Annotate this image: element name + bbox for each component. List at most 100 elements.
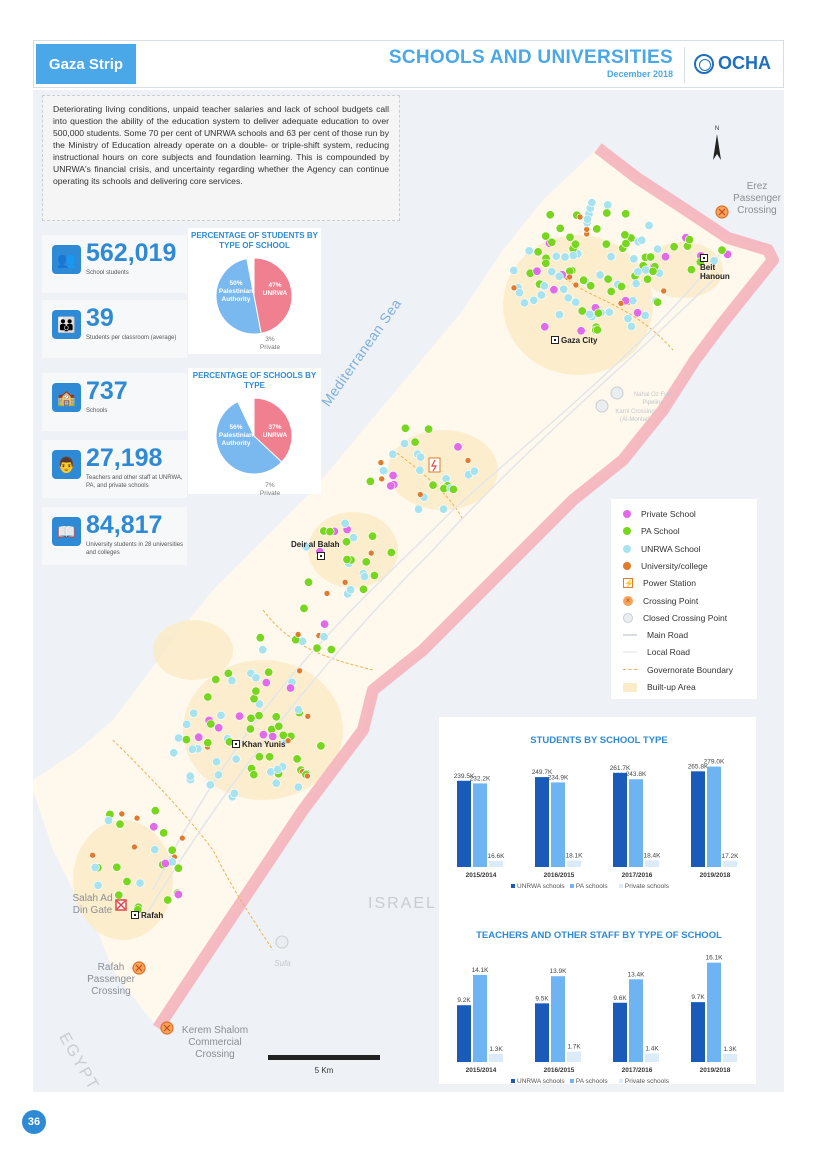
closed-crossing-icon — [623, 612, 633, 623]
legend-label: Governorate Boundary — [647, 664, 733, 675]
pie-label-private: 7% Private — [259, 482, 281, 497]
legend-item: Main Road — [623, 630, 688, 640]
pie-label-unrwa: 47% UNRWA — [262, 282, 288, 297]
category-label: 2016/2015 — [544, 872, 575, 879]
crossing-label-erez: Erez Passenger Crossing — [733, 181, 781, 216]
logo-divider — [684, 47, 685, 83]
legend-swatch — [618, 1079, 623, 1083]
scale-label: 5 Km — [314, 1066, 334, 1075]
chart-title: TEACHERS AND OTHER STAFF BY TYPE OF SCHO… — [476, 930, 722, 941]
bar-pa-schools — [629, 979, 643, 1062]
category-label: 2017/2016 — [622, 872, 653, 879]
legend-item: Closed Crossing Point — [623, 612, 727, 623]
bar-value-label: 249.7K — [532, 769, 553, 776]
bar-value-label: 261.7K — [610, 765, 631, 772]
category-label: 2015/2014 — [466, 872, 497, 879]
legend-dot-icon — [623, 510, 631, 518]
stat-card-teachers: 👨 27,198 Teachers and other staff at UNR… — [42, 440, 187, 498]
bar-value-label: 9.7K — [691, 994, 705, 1001]
bar-value-label: 279.0K — [704, 759, 725, 766]
bar-private-schools — [567, 860, 581, 867]
stat-value: 737 — [86, 377, 128, 405]
power-station-icon: ⚡ — [623, 578, 634, 589]
bar-value-label: 265.8K — [688, 763, 709, 770]
bar-pa-schools — [551, 782, 565, 867]
scale-bar: 5 Km — [268, 1055, 380, 1075]
crossing-label-rafah: Rafah Passenger Crossing — [87, 962, 135, 997]
legend-item: Private School — [623, 509, 696, 519]
pie-slice-palestinian-authority — [215, 258, 262, 335]
town-marker-icon — [317, 552, 325, 560]
series-legend-label: PA schools — [576, 883, 608, 890]
country-label-israel: ISRAEL — [368, 895, 437, 912]
bar-value-label: 17.2K — [722, 853, 740, 860]
stat-card-university: 📖 84,817 University students in 28 unive… — [42, 507, 187, 565]
bar-value-label: 16.1K — [706, 955, 724, 962]
legend-label: Private School — [641, 509, 696, 519]
category-label: 2016/2015 — [544, 1067, 575, 1074]
series-legend-label: PA schools — [576, 1078, 608, 1085]
bar-private-schools — [567, 1051, 581, 1062]
legend-item: UNRWA School — [623, 544, 701, 554]
school-building-icon: 🏫 — [52, 383, 81, 412]
ocha-logo-text: OCHA — [718, 53, 771, 73]
bar-value-label: 16.6K — [488, 853, 506, 860]
category-label: 2019/2018 — [700, 1067, 731, 1074]
stat-card-schools: 🏫 737 Schools — [42, 373, 187, 431]
legend-swatch — [569, 884, 574, 888]
category-label: 2015/2014 — [466, 1067, 497, 1074]
crossing-label-karni: Karni Crossing (Al-Montar) — [615, 409, 655, 423]
legend-dot-icon — [623, 527, 631, 536]
legend-item: Local Road — [623, 647, 690, 657]
region-tab: Gaza Strip — [36, 44, 136, 84]
book-icon: 📖 — [52, 517, 81, 546]
legend-label: Built-up Area — [647, 682, 696, 692]
stat-label: Teachers and other staff at UNRWA, PA, a… — [86, 475, 183, 489]
border-buffer-zone — [152, 143, 779, 1032]
pie-chart-students — [215, 257, 293, 335]
legend-label: PA School — [641, 526, 680, 537]
legend-item: Governorate Boundary — [623, 665, 733, 675]
bar-value-label: 1.4K — [645, 1045, 659, 1052]
page-header: Gaza Strip SCHOOLS AND UNIVERSITIES Dece… — [33, 40, 784, 88]
north-arrow: N — [707, 126, 727, 166]
pie-label-private: 3% Private — [259, 336, 281, 351]
bar-pa-schools — [707, 962, 721, 1062]
bar-private-schools — [645, 1053, 659, 1062]
place-rafah: Rafah — [131, 911, 163, 920]
pie-slice-private — [246, 257, 255, 297]
pie-slice-unrwa — [253, 397, 293, 463]
pie-title: PERCENTAGE OF STUDENTS BY TYPE OF SCHOOL — [191, 231, 318, 250]
bar-value-label: 18.1K — [566, 852, 584, 859]
bar-value-label: 14.1K — [472, 967, 490, 974]
pie-title: PERCENTAGE OF SCHOOLS BY TYPE — [192, 371, 317, 390]
bar-unrwa-schools — [691, 1002, 705, 1062]
bar-private-schools — [645, 860, 659, 867]
legend-label: UNRWA School — [641, 543, 701, 554]
main-roads — [142, 249, 724, 921]
pie-label-pa: 50% Palestinian Authority — [218, 280, 254, 303]
legend-label: Main Road — [647, 630, 689, 641]
stat-value: 39 — [86, 304, 114, 332]
legend-label: Crossing Point — [643, 595, 699, 606]
bar-pa-schools — [473, 974, 487, 1062]
category-label: 2019/2018 — [700, 872, 731, 879]
pie-slice-unrwa — [253, 257, 293, 334]
ocha-logo: OCHA — [694, 53, 771, 74]
stat-value: 562,019 — [86, 239, 177, 267]
pie-chart-schools — [215, 397, 293, 475]
legend-item: Built-up Area — [623, 682, 696, 692]
publication-date: December 2018 — [606, 69, 673, 79]
scale-bar-graphic — [268, 1055, 380, 1060]
students-icon: 👥 — [52, 245, 81, 274]
bar-value-label: 232.2K — [470, 775, 491, 782]
place-deir-al-balah: Deir al Balah — [291, 540, 351, 561]
pie-label-unrwa: 37% UNRWA — [262, 424, 288, 439]
bar-value-label: 9.6K — [613, 995, 627, 1002]
legend-dot-icon — [623, 561, 631, 570]
bar-private-schools — [723, 860, 737, 867]
bar-private-schools — [723, 1053, 737, 1062]
un-emblem-icon — [694, 53, 714, 74]
bar-value-label: 18.4K — [644, 852, 662, 859]
chart-teachers-by-school-type: TEACHERS AND OTHER STAFF BY TYPE OF SCHO… — [457, 930, 737, 1085]
